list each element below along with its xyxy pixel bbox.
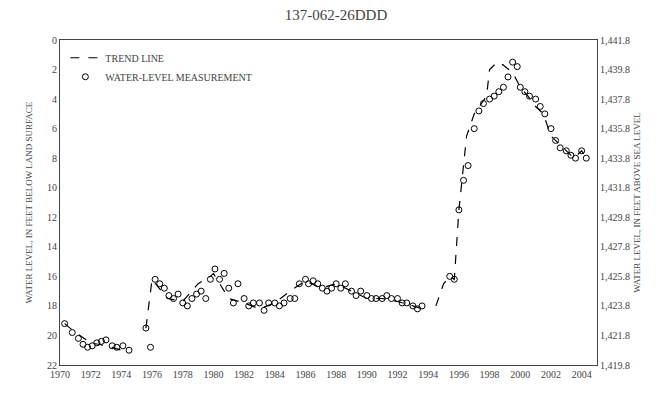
svg-text:2004: 2004 <box>572 369 592 380</box>
svg-text:0: 0 <box>52 35 57 46</box>
svg-text:1998: 1998 <box>480 369 500 380</box>
svg-text:WATER LEVEL, IN FEET ABOVE SEA: WATER LEVEL, IN FEET ABOVE SEA LEVEL <box>632 112 642 293</box>
svg-text:1984: 1984 <box>265 369 285 380</box>
svg-text:WATER-LEVEL MEASUREMENT: WATER-LEVEL MEASUREMENT <box>105 72 252 83</box>
svg-text:18: 18 <box>47 300 57 311</box>
svg-text:12: 12 <box>47 212 57 223</box>
svg-text:1986: 1986 <box>295 369 315 380</box>
svg-text:137-062-26DDD: 137-062-26DDD <box>285 7 388 23</box>
svg-text:2: 2 <box>52 64 57 75</box>
svg-text:1994: 1994 <box>418 369 438 380</box>
svg-text:1970: 1970 <box>50 369 70 380</box>
svg-text:6: 6 <box>52 123 57 134</box>
svg-text:1980: 1980 <box>203 369 223 380</box>
svg-text:1972: 1972 <box>81 369 101 380</box>
svg-text:8: 8 <box>52 153 57 164</box>
svg-text:WATER LEVEL, IN FEET BELOW LAN: WATER LEVEL, IN FEET BELOW LAND SURFACE <box>24 101 34 303</box>
svg-text:1,421.8: 1,421.8 <box>600 330 630 341</box>
svg-text:1,435.8: 1,435.8 <box>600 123 630 134</box>
svg-text:22: 22 <box>47 360 57 371</box>
svg-text:10: 10 <box>47 182 57 193</box>
svg-text:1,441.8: 1,441.8 <box>600 35 630 46</box>
svg-text:1,429.8: 1,429.8 <box>600 212 630 223</box>
svg-text:16: 16 <box>47 271 57 282</box>
svg-text:4: 4 <box>52 94 57 105</box>
svg-text:1,433.8: 1,433.8 <box>600 153 630 164</box>
svg-text:1,419.8: 1,419.8 <box>600 360 630 371</box>
svg-text:1,431.8: 1,431.8 <box>600 182 630 193</box>
svg-text:1996: 1996 <box>449 369 469 380</box>
svg-text:1,427.8: 1,427.8 <box>600 241 630 252</box>
svg-text:1992: 1992 <box>388 369 408 380</box>
svg-text:1982: 1982 <box>234 369 254 380</box>
svg-text:1974: 1974 <box>111 369 131 380</box>
svg-text:1,425.8: 1,425.8 <box>600 271 630 282</box>
svg-text:2002: 2002 <box>541 369 561 380</box>
svg-text:20: 20 <box>47 330 57 341</box>
svg-text:TREND LINE: TREND LINE <box>105 53 164 64</box>
svg-text:1978: 1978 <box>173 369 193 380</box>
svg-text:1988: 1988 <box>326 369 346 380</box>
svg-text:1,437.8: 1,437.8 <box>600 94 630 105</box>
svg-text:2000: 2000 <box>510 369 530 380</box>
svg-text:1976: 1976 <box>142 369 162 380</box>
svg-text:1990: 1990 <box>357 369 377 380</box>
svg-text:1,439.8: 1,439.8 <box>600 64 630 75</box>
svg-text:1,423.8: 1,423.8 <box>600 300 630 311</box>
svg-text:14: 14 <box>47 241 57 252</box>
